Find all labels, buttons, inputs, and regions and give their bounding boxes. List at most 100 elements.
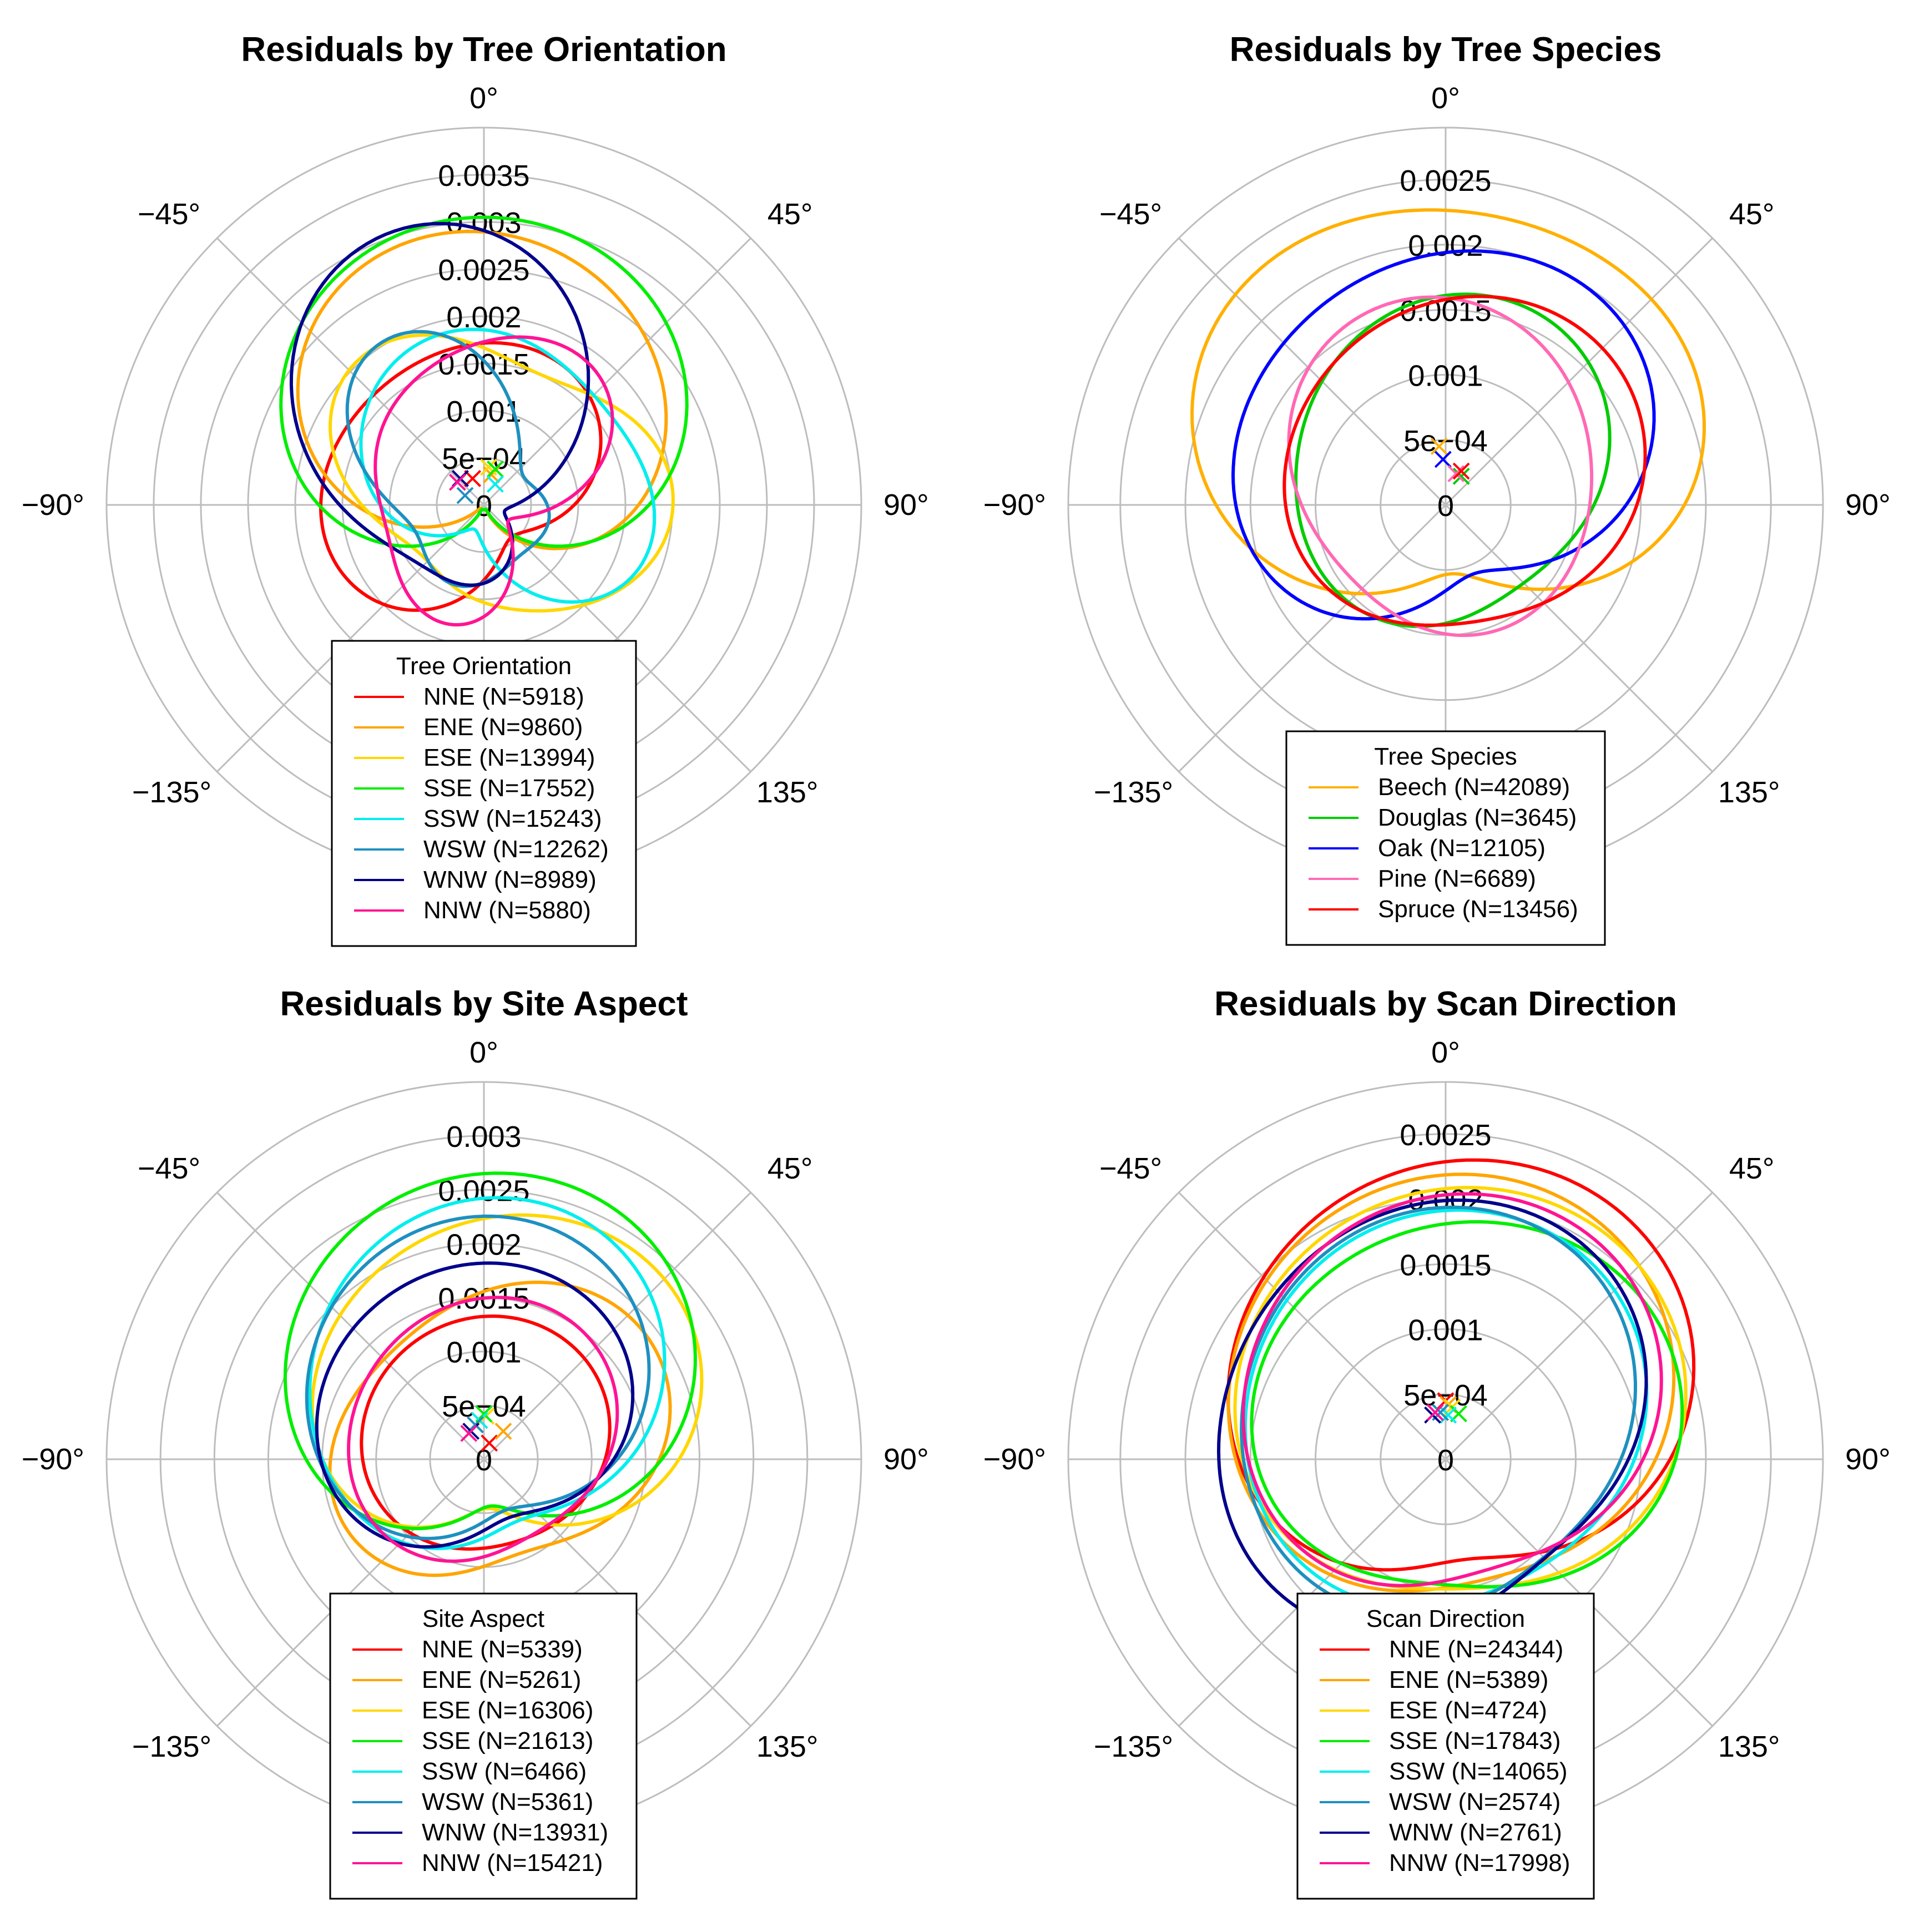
legend-label: ENE (N=9860)	[423, 714, 583, 741]
angle-tick-label: 45°	[1729, 198, 1775, 231]
series-line-nne	[360, 1314, 612, 1551]
series-line-oak	[1231, 249, 1656, 621]
legend-item-beech: Beech (N=42089)	[1309, 773, 1570, 801]
radial-tick-label: 0	[1437, 489, 1454, 523]
mean-marker-douglas	[1452, 467, 1470, 485]
legend-item-pine: Pine (N=6689)	[1309, 865, 1536, 892]
angle-tick-label: 135°	[1718, 1730, 1780, 1763]
grid-spoke	[1178, 504, 1447, 772]
panel-scan-direction: Residuals by Scan Direction 0° 45° 90° 135°…	[983, 985, 1891, 1900]
legend-title: Scan Direction	[1366, 1605, 1525, 1632]
grid-spoke	[1445, 237, 1713, 506]
mean-marker-nne	[464, 469, 482, 487]
grid-spoke	[483, 1458, 751, 1727]
legend-label: NNW (N=15421)	[422, 1849, 603, 1877]
legend-item-wsw: WSW (N=5361)	[352, 1788, 593, 1815]
angle-tick-label: −90°	[22, 1443, 84, 1476]
angle-tick-label: −135°	[1094, 776, 1173, 809]
legend-label: SSE (N=17843)	[1389, 1727, 1561, 1754]
legend: Tree Species Beech (N=42089) Douglas (N=36…	[1285, 730, 1606, 946]
legend-label: WNW (N=13931)	[422, 1819, 608, 1846]
grid-spoke	[483, 237, 751, 506]
legend-box	[1296, 1592, 1595, 1900]
legend: Tree Orientation NNE (N=5918) ENE (N=9860)…	[331, 640, 637, 947]
mean-marker-beech	[1430, 438, 1448, 455]
panel-site-aspect: Residuals by Site Aspect 0° 45° 90° 135° −13…	[22, 985, 929, 1900]
mean-marker-pine	[1447, 465, 1465, 483]
legend-item-wsw: WSW (N=12262)	[354, 836, 609, 863]
legend-item-nne: NNE (N=24344)	[1320, 1636, 1563, 1663]
legend-label: WNW (N=8989)	[423, 866, 597, 893]
legend-label: SSE (N=21613)	[422, 1727, 593, 1754]
legend-label: WSW (N=5361)	[422, 1788, 593, 1815]
legend-item-ssw: SSW (N=14065)	[1320, 1758, 1568, 1785]
legend-label: Douglas (N=3645)	[1378, 804, 1577, 831]
legend-item-nnw: NNW (N=15421)	[352, 1849, 603, 1877]
angle-tick-label: −135°	[132, 776, 211, 809]
legend-label: SSW (N=6466)	[422, 1758, 587, 1785]
series-line-wnw	[315, 1261, 635, 1549]
legend-item-ssw: SSW (N=15243)	[354, 805, 602, 832]
radial-tick-label: 0.0025	[438, 254, 529, 287]
angle-labels: 0° 45° 90° 135° −135° −90° −45°	[22, 82, 929, 809]
radial-tick-label: 0.003	[446, 1120, 521, 1154]
legend-item-wnw: WNW (N=2761)	[1320, 1819, 1562, 1846]
mean-marker-ssw	[486, 476, 504, 493]
series-line-sse	[279, 215, 689, 548]
series-line-nnw	[1241, 1192, 1663, 1587]
legend-item-ese: ESE (N=13994)	[354, 744, 595, 771]
angle-tick-label: 90°	[883, 488, 929, 522]
legend-item-douglas: Douglas (N=3645)	[1309, 804, 1577, 831]
legend-label: SSE (N=17552)	[423, 775, 595, 802]
radial-tick-label: 0	[1437, 1444, 1454, 1477]
legend-item-nnw: NNW (N=17998)	[1320, 1849, 1570, 1877]
grid-spoke	[216, 1458, 485, 1727]
legend-label: ENE (N=5389)	[1389, 1666, 1548, 1693]
angle-tick-label: 0°	[469, 82, 498, 115]
angle-tick-label: 90°	[1845, 1443, 1891, 1476]
panel-title: Residuals by Tree Species	[1230, 31, 1662, 69]
legend: Scan Direction NNE (N=24344) ENE (N=5389) E…	[1296, 1592, 1595, 1900]
mean-marker-nnw	[448, 473, 466, 491]
angle-labels: 0° 45° 90° 135° −135° −90° −45°	[983, 1036, 1891, 1763]
angle-tick-label: −45°	[138, 1152, 200, 1185]
legend-label: ESE (N=4724)	[1389, 1697, 1547, 1724]
grid-spoke	[1445, 504, 1713, 772]
legend-label: NNE (N=24344)	[1389, 1636, 1563, 1663]
angle-tick-label: 0°	[1431, 82, 1460, 115]
legend-item-sse: SSE (N=21613)	[352, 1727, 593, 1754]
angle-tick-label: −45°	[138, 198, 200, 231]
series-line-beech	[1190, 208, 1706, 595]
series-markers	[460, 1405, 512, 1452]
angle-labels: 0° 45° 90° 135° −135° −90° −45°	[983, 82, 1891, 809]
grid-spoke	[216, 504, 485, 772]
radial-tick-label: 0.002	[446, 1228, 521, 1261]
angle-tick-label: −135°	[1094, 1730, 1173, 1763]
legend-item-ssw: SSW (N=6466)	[352, 1758, 587, 1785]
grid-spoke	[1445, 1192, 1713, 1460]
mean-marker-nnw	[1426, 1404, 1444, 1422]
mean-marker-sse	[486, 460, 504, 478]
legend-item-wsw: WSW (N=2574)	[1320, 1788, 1561, 1815]
series-curves	[283, 1171, 704, 1577]
legend-title: Site Aspect	[422, 1605, 544, 1632]
series-line-wnw	[289, 222, 590, 587]
legend-item-ene: ENE (N=9860)	[354, 714, 583, 741]
mean-marker-spruce	[1452, 462, 1470, 480]
panel-tree-species: Residuals by Tree Species 0° 45° 90° 135° −1…	[983, 31, 1891, 946]
angle-labels: 0° 45° 90° 135° −135° −90° −45°	[22, 1036, 929, 1763]
angle-tick-label: 90°	[1845, 488, 1891, 522]
angle-tick-label: 45°	[767, 198, 813, 231]
polar-grid	[105, 1081, 862, 1838]
angle-tick-label: 45°	[1729, 1152, 1775, 1185]
series-line-nnw	[373, 335, 614, 626]
radial-tick-label: 0.0035	[438, 159, 529, 193]
legend-label: Pine (N=6689)	[1378, 865, 1536, 892]
angle-tick-label: −90°	[983, 488, 1046, 522]
radial-tick-label: 0.001	[446, 1336, 521, 1369]
series-line-wsw	[305, 1215, 651, 1540]
mean-marker-wsw	[456, 487, 474, 504]
legend-item-nnw: NNW (N=5880)	[354, 897, 591, 924]
